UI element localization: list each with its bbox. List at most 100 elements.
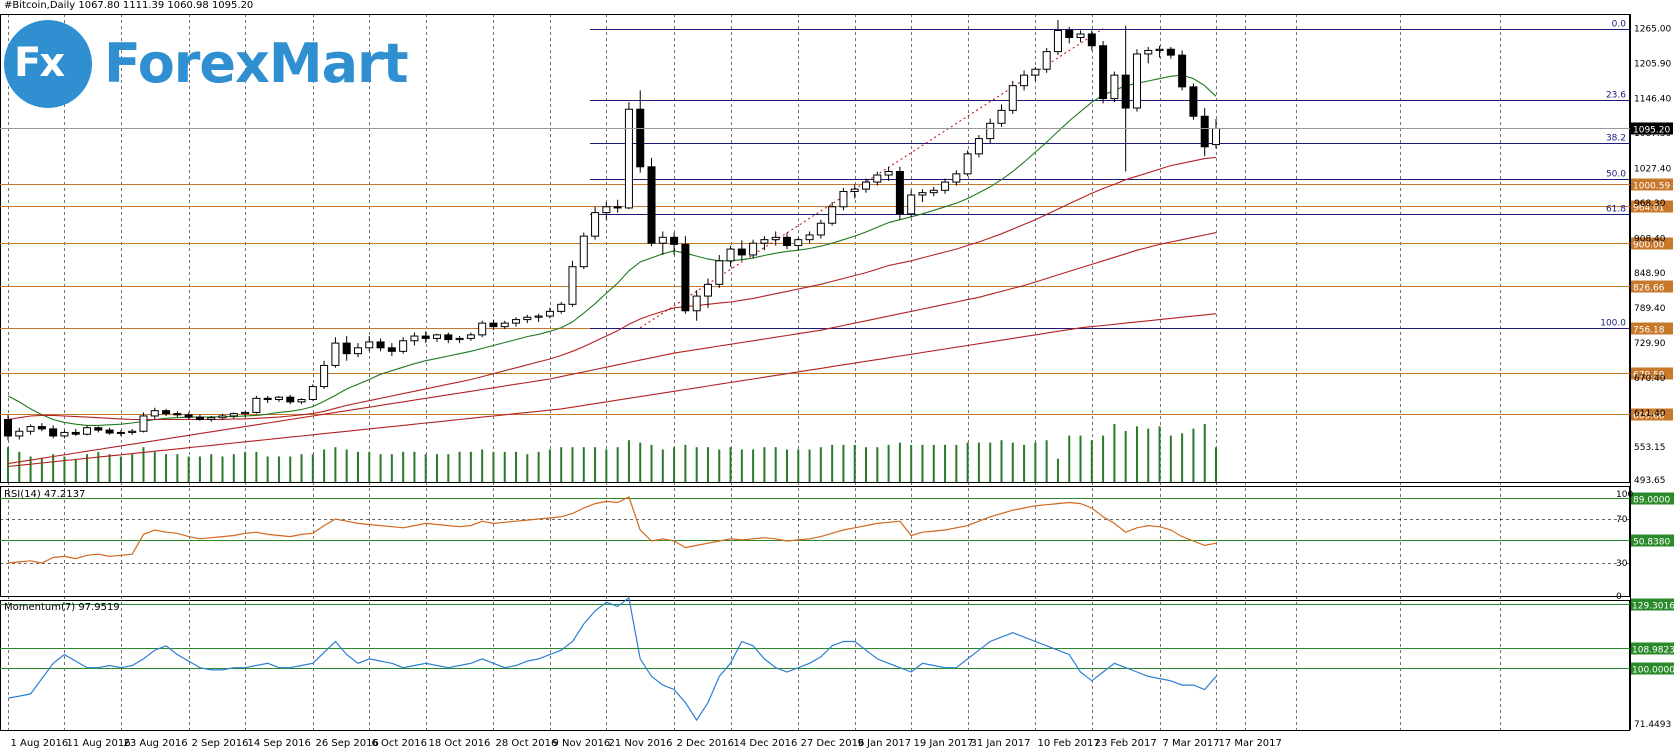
candle-body <box>512 319 521 324</box>
volume-bar <box>255 451 258 482</box>
candle-body <box>749 242 758 256</box>
volume-bar <box>684 444 687 482</box>
candle-body <box>974 138 983 155</box>
x-tick-label: 31 Jan 2017 <box>971 738 1031 749</box>
volume-bar <box>1079 435 1082 482</box>
y-tick-label: 789.40 <box>1634 304 1666 314</box>
candle-body <box>1132 53 1141 109</box>
volume-bar <box>176 454 179 482</box>
volume-bar <box>627 440 630 482</box>
candle-body <box>557 303 566 312</box>
volume-bar <box>1192 428 1195 482</box>
horizontal-level-tag <box>1631 367 1673 380</box>
volume-bar <box>266 456 269 482</box>
panel-frame-1 <box>0 14 1630 483</box>
candle-body <box>500 322 509 328</box>
current-price-tag <box>1631 122 1673 135</box>
candle-body <box>1200 115 1209 148</box>
volume-bar <box>447 454 450 482</box>
candle-body <box>71 431 80 435</box>
volume-bar <box>74 458 77 482</box>
horizontal-level-label: 756.18 <box>1633 326 1665 336</box>
y-tick-label: 493.65 <box>1634 476 1666 486</box>
volume-bar <box>876 447 879 482</box>
volume-bar <box>345 449 348 482</box>
volume-bar <box>989 442 992 482</box>
candle-body <box>399 340 408 352</box>
volume-bar <box>1090 440 1093 482</box>
candle-body <box>128 430 137 433</box>
candle-body <box>444 334 453 341</box>
volume-bar <box>52 454 55 482</box>
volume-bar <box>86 454 89 482</box>
x-tick-label: 23 Aug 2016 <box>124 738 188 749</box>
horizontal-level-tag <box>1631 200 1673 213</box>
y-tick-label: 1146.40 <box>1634 94 1671 104</box>
x-tick-label: 14 Sep 2016 <box>248 738 311 749</box>
candle-body <box>636 108 645 168</box>
rsi-y-tick-label: 100 <box>1616 490 1633 500</box>
fib-level-label: 23.6 <box>1606 91 1626 101</box>
volume-bar <box>718 449 721 482</box>
momentum-guide-tag <box>1631 598 1674 611</box>
candle-body <box>782 236 791 247</box>
candle-body <box>26 426 35 432</box>
y-tick-label: 1205.90 <box>1634 59 1671 69</box>
x-tick-label: 6 Oct 2016 <box>372 738 427 749</box>
candle-body <box>342 342 351 355</box>
rsi-y-tick-label: 70 <box>1616 515 1628 525</box>
candle-body <box>4 419 12 437</box>
candle-body <box>545 310 554 317</box>
volume-bar <box>7 447 9 482</box>
x-tick-label: 27 Dec 2016 <box>801 738 865 749</box>
volume-bar <box>300 454 303 482</box>
volume-bar <box>1181 433 1184 482</box>
volume-bar <box>740 449 743 482</box>
volume-bar <box>289 456 292 482</box>
candle-body <box>162 410 171 415</box>
volume-bar <box>752 449 755 482</box>
volume-bar <box>244 451 247 482</box>
rsi-guide-label: 89.0000 <box>1633 496 1670 506</box>
volume-bar <box>650 444 653 482</box>
candle-body <box>1166 48 1175 56</box>
candle-body <box>816 222 825 236</box>
volume-bar <box>537 451 540 482</box>
candle-body <box>184 414 193 418</box>
x-tick-label: 14 Dec 2016 <box>734 738 798 749</box>
volume-bar <box>436 454 439 482</box>
chart-header: #Bitcoin,Daily 1067.80 1111.39 1060.98 1… <box>4 0 253 11</box>
horizontal-level-label: 679.59 <box>1633 371 1665 381</box>
volume-bar <box>898 442 901 482</box>
momentum-guide-tag <box>1631 642 1674 655</box>
volume-bar <box>1000 440 1003 482</box>
volume-bar <box>18 451 21 482</box>
candle-body <box>624 108 633 209</box>
y-tick-label: 1027.40 <box>1634 164 1671 174</box>
volume-bar <box>458 451 461 482</box>
volume-bar <box>142 447 145 482</box>
volume-bar <box>277 456 280 482</box>
rsi-line <box>7 496 1217 564</box>
candle-body <box>918 192 927 196</box>
rsi-guide-label: 50.8380 <box>1633 538 1670 548</box>
volume-bar <box>616 447 619 482</box>
candle-body <box>681 243 690 312</box>
volume-bar <box>503 451 506 482</box>
candle-body <box>1053 29 1062 53</box>
fib-level-label: 61.8 <box>1606 205 1626 215</box>
candle-body <box>83 427 92 435</box>
horizontal-level-label: 900.00 <box>1633 241 1665 251</box>
volume-bar <box>165 454 168 482</box>
volume-bar <box>210 454 213 482</box>
rsi-y-tick-label: 30 <box>1616 559 1628 569</box>
volume-bar <box>390 454 393 482</box>
volume-bar <box>108 454 111 482</box>
current-price-label: 1095.20 <box>1633 125 1670 135</box>
y-tick-label: 908.40 <box>1634 234 1666 244</box>
candle-body <box>376 341 385 349</box>
volume-bar <box>763 447 766 482</box>
momentum-guide-label: 129.3016 <box>1632 602 1674 612</box>
candle-body <box>478 322 487 336</box>
